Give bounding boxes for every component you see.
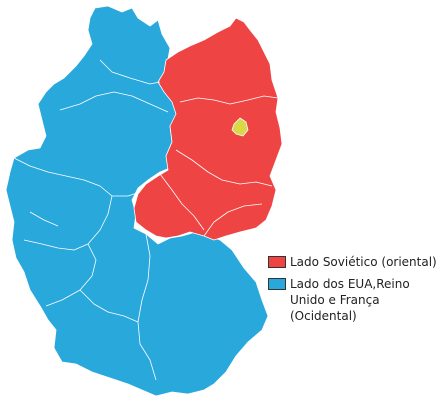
- legend-item-soviet: Lado Soviético (oriental): [268, 254, 443, 270]
- legend: Lado Soviético (oriental) Lado dos EUA,R…: [268, 254, 443, 330]
- east-germany-region: [133, 17, 283, 241]
- legend-swatch-soviet: [268, 256, 286, 268]
- legend-label-western: Lado dos EUA,Reino Unido e França (Ocide…: [290, 277, 410, 323]
- legend-item-western: Lado dos EUA,Reino Unido e França (Ocide…: [268, 276, 443, 324]
- berlin-region: [231, 117, 249, 137]
- legend-label-soviet: Lado Soviético (oriental): [290, 255, 437, 269]
- legend-swatch-western: [268, 278, 286, 290]
- state-borders: [13, 59, 279, 381]
